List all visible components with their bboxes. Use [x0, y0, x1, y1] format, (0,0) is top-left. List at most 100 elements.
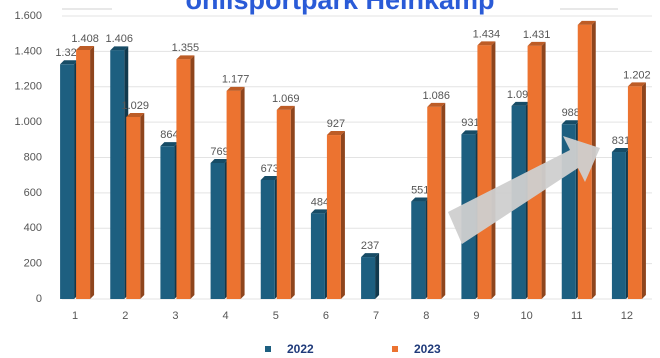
bar-top — [60, 60, 79, 65]
data-label: 931 — [461, 117, 479, 129]
title-background — [60, 0, 620, 14]
data-label: 673 — [261, 163, 279, 175]
data-label: 1.086 — [422, 90, 450, 102]
bar-side — [441, 102, 446, 299]
bar-side — [90, 45, 95, 300]
bar-top — [627, 82, 646, 87]
x-tick-label: 12 — [621, 310, 633, 322]
bar — [326, 135, 341, 299]
y-tick-label: 400 — [24, 222, 42, 234]
bar — [160, 146, 175, 299]
x-tick-label: 9 — [473, 310, 479, 322]
bar-top — [226, 86, 245, 91]
bar-top — [577, 20, 596, 25]
x-tick-label: 6 — [323, 310, 329, 322]
bar-top — [210, 158, 229, 163]
bar — [611, 152, 626, 299]
data-label: 1.177 — [222, 74, 250, 86]
x-tick-label: 3 — [172, 310, 178, 322]
x-tick-label: 11 — [571, 310, 582, 322]
bar-top — [310, 209, 329, 214]
x-tick-label: 4 — [223, 310, 229, 322]
bar-side — [190, 55, 195, 299]
bar — [260, 179, 275, 299]
bar-top — [160, 142, 179, 147]
arrow — [448, 136, 600, 244]
bar — [627, 86, 642, 300]
bar-side — [290, 105, 295, 299]
data-label: 551 — [411, 184, 429, 196]
bar — [361, 257, 376, 299]
data-label: 1.327 — [55, 47, 83, 59]
y-tick-label: 1.200 — [14, 81, 42, 93]
bar-top — [260, 175, 279, 180]
bar-top — [326, 131, 345, 136]
bar-top — [110, 46, 129, 51]
bar-top — [611, 148, 630, 153]
bar — [60, 64, 75, 300]
data-label: 927 — [327, 118, 345, 130]
bar — [276, 109, 291, 299]
legend-swatch — [265, 346, 271, 352]
x-tick-label: 7 — [373, 310, 379, 322]
chart-title: onlisportpark Heinkamp — [185, 0, 494, 15]
x-tick-label: 1 — [72, 310, 78, 322]
data-label: 1.406 — [105, 33, 133, 45]
bar-top — [511, 101, 530, 106]
data-label: 1.434 — [473, 28, 501, 40]
bar — [226, 90, 241, 300]
x-tick-label: 5 — [273, 310, 279, 322]
legend-swatch — [392, 346, 398, 352]
data-label: 1.355 — [172, 42, 200, 54]
bar-top — [126, 112, 145, 117]
bar — [310, 213, 325, 299]
bar-top — [461, 130, 480, 135]
bar-side — [240, 86, 245, 300]
bar-top — [477, 41, 496, 46]
plot-area: 0 200 400 600 800 1.000 1.200 1.400 1.600 1 1.327 1… — [14, 10, 652, 322]
bar — [210, 162, 225, 299]
data-label: 484 — [311, 196, 329, 208]
y-tick-label: 0 — [36, 293, 42, 305]
bar-top — [361, 253, 380, 258]
data-label: 1.069 — [272, 93, 300, 105]
data-label: 1.408 — [71, 33, 99, 45]
data-label: 831 — [612, 135, 630, 147]
bar-top — [276, 105, 295, 110]
data-label: 988 — [562, 107, 580, 119]
y-tick-label: 200 — [24, 258, 42, 270]
bar-top — [76, 45, 95, 50]
bar-side — [140, 112, 145, 299]
bar-side — [340, 131, 345, 299]
bar-top — [176, 55, 195, 60]
data-label: 769 — [210, 146, 228, 158]
bar-side — [375, 253, 380, 299]
bar — [76, 49, 91, 300]
y-tick-label: 1.400 — [14, 45, 42, 57]
y-tick-label: 1.000 — [14, 116, 42, 128]
data-label: 1.431 — [523, 29, 551, 41]
legend-label: 2023 — [414, 342, 441, 356]
y-tick-label: 800 — [24, 151, 42, 163]
bar-side — [641, 82, 646, 300]
data-label: 1.029 — [121, 100, 149, 112]
bar-top — [561, 120, 580, 125]
bar — [477, 45, 492, 299]
bar — [427, 106, 442, 299]
bar-top — [527, 41, 546, 46]
bar-top — [411, 197, 430, 202]
bar — [110, 50, 125, 299]
data-label: 1.092 — [507, 89, 535, 101]
y-tick-label: 600 — [24, 187, 42, 199]
data-label: 1.202 — [623, 69, 651, 81]
x-tick-label: 10 — [520, 310, 532, 322]
bar — [126, 116, 141, 299]
x-tick-label: 2 — [122, 310, 128, 322]
bar — [411, 201, 426, 299]
data-label: 237 — [361, 240, 379, 252]
legend-label: 2022 — [287, 342, 314, 356]
bar-top — [427, 102, 446, 107]
data-label: 864 — [160, 129, 178, 141]
x-tick-label: 8 — [423, 310, 429, 322]
bar — [176, 59, 191, 299]
